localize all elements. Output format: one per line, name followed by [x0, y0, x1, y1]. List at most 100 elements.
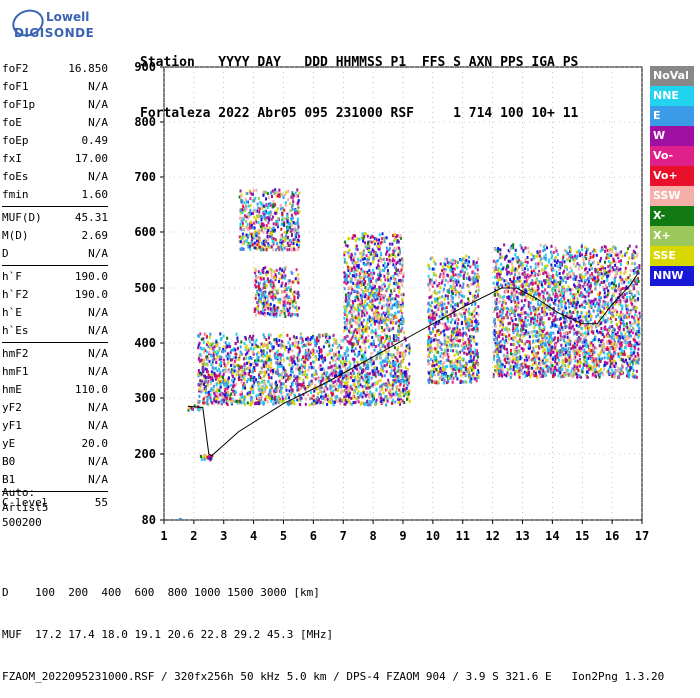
- echo-point: [386, 327, 388, 330]
- echo-point: [281, 344, 283, 347]
- echo-point: [400, 306, 402, 309]
- echo-point: [314, 351, 316, 354]
- echo-point: [397, 385, 399, 388]
- echo-point: [441, 273, 443, 276]
- echo-point: [394, 233, 396, 236]
- echo-point: [379, 357, 381, 360]
- echo-point: [259, 201, 261, 204]
- echo-point: [399, 365, 401, 368]
- echo-point: [440, 376, 442, 379]
- echo-point: [267, 277, 269, 280]
- echo-point: [267, 307, 269, 310]
- echo-point: [353, 310, 355, 313]
- echo-point: [390, 384, 392, 387]
- echo-point: [296, 195, 298, 198]
- echo-point: [301, 364, 303, 367]
- echo-point: [253, 216, 255, 219]
- echo-point: [275, 296, 277, 299]
- echo-point: [395, 315, 397, 318]
- echo-point: [223, 345, 225, 348]
- echo-point: [289, 338, 291, 341]
- echo-point: [386, 298, 388, 301]
- echo-point: [248, 366, 250, 369]
- echo-point: [215, 344, 217, 347]
- echo-point: [263, 231, 265, 234]
- echo-point: [260, 311, 262, 314]
- echo-point: [435, 263, 437, 266]
- echo-point: [269, 355, 271, 358]
- echo-point: [240, 209, 242, 212]
- echo-point: [207, 370, 209, 373]
- echo-point: [376, 309, 378, 312]
- echo-point: [473, 375, 475, 378]
- echo-point: [289, 289, 291, 292]
- echo-point: [335, 380, 337, 383]
- echo-point: [358, 292, 360, 295]
- echo-point: [297, 273, 299, 276]
- echo-point: [356, 331, 358, 334]
- echo-point: [398, 319, 400, 322]
- echo-point: [357, 355, 359, 358]
- echo-point: [403, 384, 405, 387]
- x-tick-label: 16: [605, 529, 619, 543]
- echo-point: [408, 363, 410, 366]
- echo-point: [318, 378, 320, 381]
- echo-point: [231, 379, 233, 382]
- echo-point: [209, 343, 211, 346]
- echo-point: [359, 278, 361, 281]
- echo-point: [349, 366, 351, 369]
- echo-point: [209, 336, 211, 339]
- echo-point: [245, 338, 247, 341]
- echo-point: [267, 400, 269, 403]
- echo-point: [340, 360, 342, 363]
- echo-point: [223, 373, 225, 376]
- echo-point: [206, 391, 208, 394]
- echo-point: [278, 189, 280, 192]
- echo-point: [397, 253, 399, 256]
- echo-point: [457, 322, 459, 325]
- echo-point: [354, 278, 356, 281]
- echo-point: [614, 264, 616, 267]
- echo-point: [365, 314, 367, 317]
- echo-point: [342, 380, 344, 383]
- echo-point: [356, 368, 358, 371]
- echo-point: [392, 381, 394, 384]
- echo-point: [344, 403, 346, 406]
- echo-point: [380, 252, 382, 255]
- echo-point: [384, 278, 386, 281]
- echo-point: [351, 254, 353, 257]
- echo-point: [366, 322, 368, 325]
- echo-point: [391, 297, 393, 300]
- echo-point: [356, 343, 358, 346]
- echo-point: [393, 393, 395, 396]
- echo-point: [274, 203, 276, 206]
- echo-point: [380, 379, 382, 382]
- echo-point: [277, 360, 279, 363]
- echo-point: [375, 294, 377, 297]
- echo-point: [228, 376, 230, 379]
- echo-point: [383, 294, 385, 297]
- echo-point: [255, 346, 257, 349]
- echo-point: [291, 314, 293, 317]
- echo-point: [245, 346, 247, 349]
- echo-point: [387, 272, 389, 275]
- echo-point: [347, 245, 349, 248]
- echo-point: [396, 321, 398, 324]
- echo-point: [270, 400, 272, 403]
- echo-point: [366, 391, 368, 394]
- echo-point: [282, 398, 284, 401]
- echo-point: [390, 301, 392, 304]
- echo-point: [215, 340, 217, 343]
- echo-point: [362, 311, 364, 314]
- echo-point: [373, 362, 375, 365]
- echo-point: [439, 291, 441, 294]
- echo-point: [332, 374, 334, 377]
- echo-point: [313, 399, 315, 402]
- echo-point: [294, 291, 296, 294]
- echo-point: [283, 209, 285, 212]
- y-tick-label: 400: [134, 336, 156, 350]
- echo-point: [473, 358, 475, 361]
- echo-point: [407, 347, 409, 350]
- echo-point: [376, 238, 378, 241]
- echo-point: [459, 356, 461, 359]
